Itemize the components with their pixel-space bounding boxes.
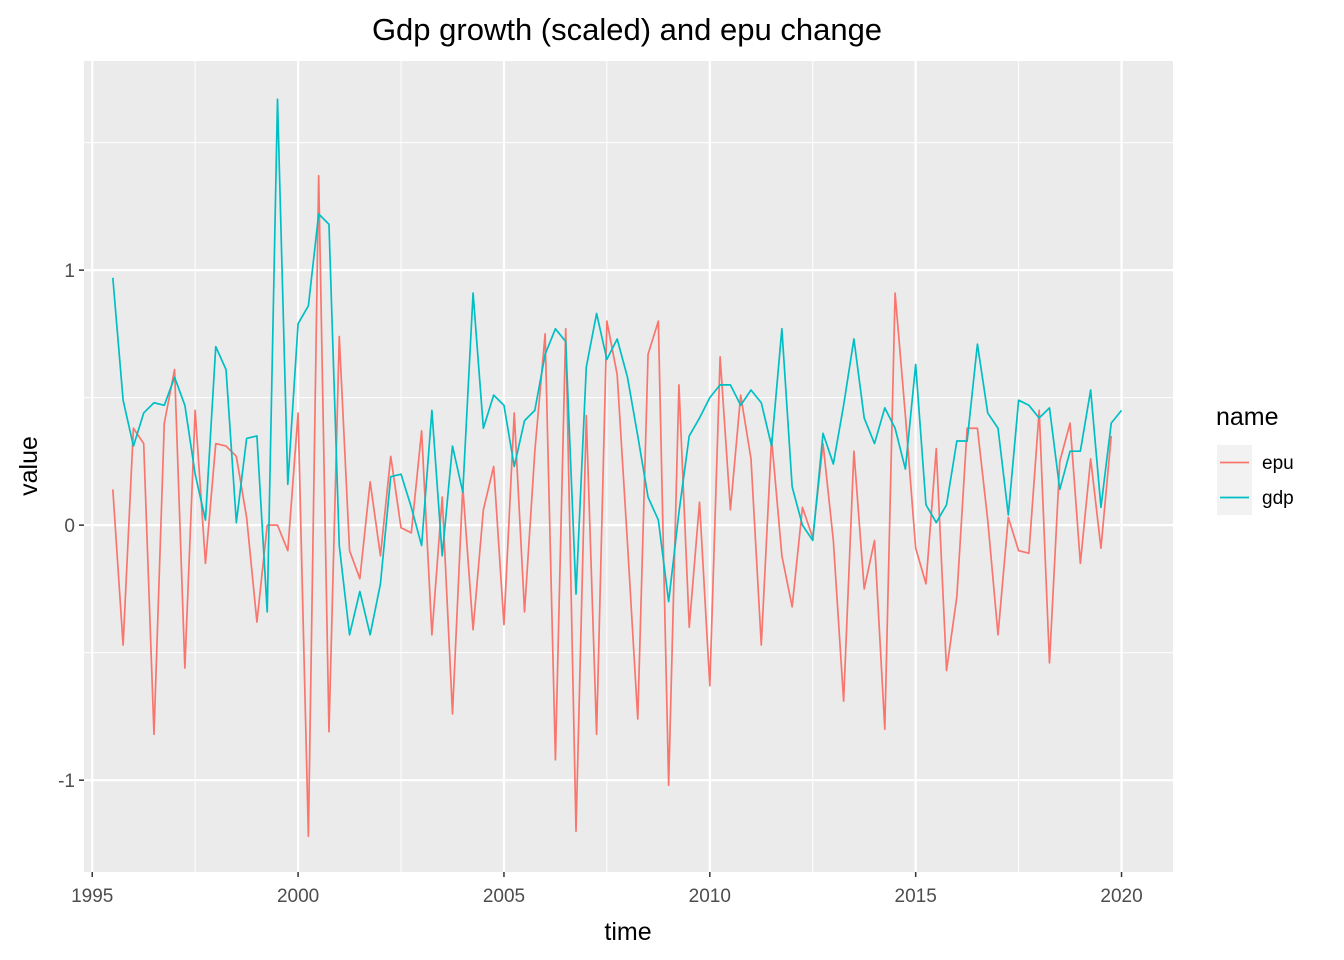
y-tick-label: -1: [58, 771, 75, 792]
series-line-gdp: [111, 98, 1123, 636]
legend-title: name: [1216, 403, 1279, 431]
chart-title: Gdp growth (scaled) and epu change: [372, 12, 882, 47]
x-tick-label: 1995: [71, 886, 113, 907]
legend-label-gdp: gdp: [1262, 488, 1294, 509]
legend-items: epu gdp: [1217, 445, 1294, 515]
legend: name epu gdp: [1216, 403, 1294, 515]
y-axis-ticks: -1 0 1: [58, 261, 84, 792]
x-tick-label: 2000: [277, 886, 319, 907]
x-axis-ticks: 1995 2000 2005 2010 2015 2020: [71, 872, 1143, 907]
x-tick-label: 2005: [483, 886, 525, 907]
x-tick-label: 2010: [689, 886, 731, 907]
y-axis-title: value: [15, 436, 43, 496]
y-tick-label: 1: [64, 261, 75, 282]
x-tick-label: 2020: [1100, 886, 1142, 907]
series-lines: [111, 98, 1123, 838]
plot-panel: [84, 61, 1173, 872]
grid-lines: [84, 61, 1173, 872]
legend-label-epu: epu: [1262, 453, 1294, 474]
x-tick-label: 2015: [895, 886, 937, 907]
x-axis-title: time: [604, 918, 651, 946]
y-tick-label: 0: [64, 516, 75, 537]
